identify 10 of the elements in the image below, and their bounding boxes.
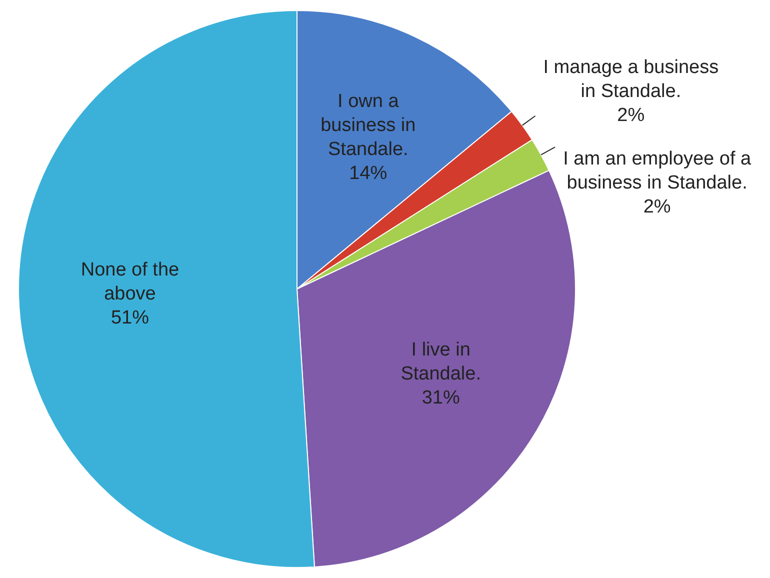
slice-label: I live in Standale.	[400, 339, 481, 384]
slice-label: None of the above	[80, 259, 180, 304]
slice-label: I am an employee of a business in Standale.	[563, 148, 752, 194]
slice-label: I manage a business in Standale.	[543, 57, 719, 102]
slice-label: I own a business in Standale.	[320, 91, 416, 160]
data-label: 51%	[110, 307, 150, 328]
data-label: 2%	[643, 196, 671, 218]
data-label: 14%	[349, 163, 388, 184]
data-label: 2%	[617, 105, 645, 126]
data-label: 31%	[422, 387, 460, 408]
